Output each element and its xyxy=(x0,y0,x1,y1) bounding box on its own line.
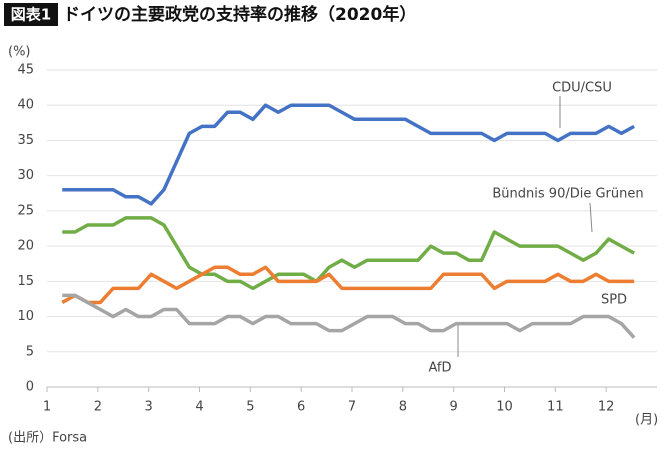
y-tick-label: 30 xyxy=(17,168,34,183)
x-tick-label: 2 xyxy=(94,400,102,415)
x-tick-label: 4 xyxy=(195,400,203,415)
x-tick-label: 10 xyxy=(496,400,513,415)
series-label: SPD xyxy=(601,293,627,308)
x-tick-label: 6 xyxy=(297,400,305,415)
source: (出所）Forsa xyxy=(8,431,87,446)
y-tick-label: 0 xyxy=(26,380,34,395)
x-tick-label: 3 xyxy=(145,400,153,415)
leader-line xyxy=(589,202,593,233)
x-tick-label: 7 xyxy=(348,400,356,415)
series-line xyxy=(62,216,635,291)
title-badge-bg xyxy=(4,3,58,26)
x-axis-label: (月) xyxy=(635,413,658,428)
y-tick-label: 40 xyxy=(17,98,34,113)
series-line xyxy=(62,293,636,339)
y-axis-label: (%) xyxy=(8,45,31,60)
x-tick-label: 8 xyxy=(399,400,407,415)
y-tick-label: 35 xyxy=(17,133,34,148)
y-tick-label: 5 xyxy=(26,344,34,359)
title-badge: 図表1 xyxy=(11,6,51,24)
x-tick-label: 12 xyxy=(598,400,615,415)
x-tick-label: 9 xyxy=(450,400,458,415)
y-tick-label: 10 xyxy=(17,309,34,324)
series-label: Bündnis 90/Die Grünen xyxy=(492,187,643,202)
series-line xyxy=(61,265,635,305)
y-tick-label: 15 xyxy=(17,274,34,289)
y-tick-label: 20 xyxy=(17,239,34,254)
x-tick-label: 1 xyxy=(43,400,51,415)
x-tick-label: 11 xyxy=(547,400,564,415)
y-tick-label: 45 xyxy=(17,63,34,78)
series-label: AfD xyxy=(428,361,451,376)
y-tick-label: 25 xyxy=(17,203,34,218)
series-label: CDU/CSU xyxy=(552,81,612,96)
chart-title: ドイツの主要政党の支持率の推移（2020年） xyxy=(63,4,416,25)
series-line xyxy=(62,103,635,206)
x-tick-label: 5 xyxy=(246,400,254,415)
